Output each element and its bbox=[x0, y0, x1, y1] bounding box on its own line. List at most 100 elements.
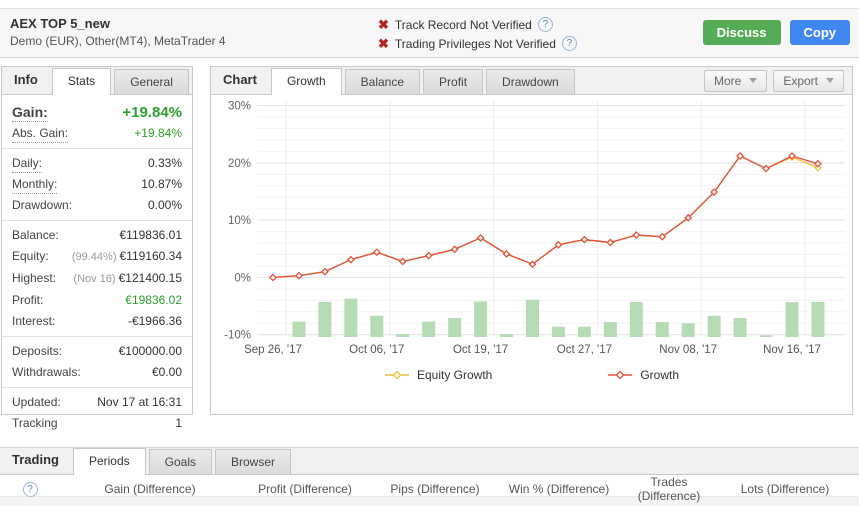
tab-growth[interactable]: Growth bbox=[270, 68, 342, 95]
verification-row: ✖ Trading Privileges Not Verified ? bbox=[378, 34, 577, 53]
data-point-marker bbox=[814, 159, 822, 168]
help-icon[interactable]: ? bbox=[561, 36, 577, 51]
stat-label: Highest: bbox=[12, 271, 57, 285]
x-axis-tick-label: Oct 27, '17 bbox=[557, 344, 612, 356]
info-group: Deposits: €100000.00 Withdrawals: €0.00 bbox=[2, 336, 192, 387]
data-point-marker bbox=[710, 188, 719, 196]
chart-panel: Chart Growth Balance Profit Drawdown More Ex… bbox=[210, 66, 853, 415]
tab-general[interactable]: General bbox=[114, 69, 189, 94]
help-icon[interactable]: ? bbox=[537, 17, 553, 32]
trading-tabs: Periods Goals Browser bbox=[72, 448, 294, 475]
data-point-marker bbox=[295, 271, 303, 280]
x-axis-tick-label: Nov 08, '17 bbox=[659, 344, 717, 356]
stat-value-prefix: (Nov 16) bbox=[73, 273, 116, 285]
series-line-growth bbox=[272, 155, 819, 279]
stat-label: Deposits: bbox=[12, 344, 63, 358]
data-point-marker bbox=[684, 213, 693, 222]
legend-label: Equity Growth bbox=[416, 368, 493, 382]
y-axis-tick-label: 10% bbox=[228, 215, 251, 227]
histogram-bar bbox=[577, 326, 591, 337]
tab-goals[interactable]: Goals bbox=[148, 449, 212, 474]
info-row: Drawdown: 0.00% bbox=[12, 195, 182, 216]
legend-item-growth[interactable]: Growth bbox=[607, 368, 679, 382]
data-point-marker bbox=[398, 257, 407, 266]
info-panel-header: Info Stats General bbox=[2, 67, 192, 95]
stat-value: Nov 17 at 16:31 bbox=[97, 395, 182, 409]
data-point-marker bbox=[502, 250, 511, 258]
info-group: Daily: 0.33% Monthly: 10.87% Drawdown: 0.00% bbox=[2, 148, 192, 220]
periods-table-header: ? Gain (Difference) Profit (Difference) Pip… bbox=[0, 475, 859, 503]
info-panel: Info Stats General Gain: +19.84% Abs. Gain:… bbox=[1, 66, 193, 430]
tab-browser[interactable]: Browser bbox=[215, 449, 292, 474]
tab-drawdown[interactable]: Drawdown bbox=[486, 69, 575, 94]
data-point-marker bbox=[788, 152, 796, 160]
copy-button[interactable]: Copy bbox=[789, 20, 850, 45]
growth-chart-canvas[interactable]: -10% 0% 10% 20% 30% Sep 26, '17 Oct 06, '17 Oct… bbox=[211, 95, 852, 363]
growth-chart[interactable]: -10% 0% 10% 20% 30% Sep 26, '17 Oct 06, '17 Oct… bbox=[211, 95, 852, 382]
export-button[interactable]: Export bbox=[773, 69, 844, 92]
account-title: AEX TOP 5_new bbox=[10, 16, 110, 31]
info-row: Highest: (Nov 16) €121400.15 bbox=[12, 268, 182, 290]
more-button-label: More bbox=[713, 73, 742, 88]
stat-value: €100000.00 bbox=[118, 344, 182, 358]
red-cross-icon: ✖ bbox=[378, 36, 389, 51]
stat-label: Daily: bbox=[12, 155, 43, 173]
tab-balance[interactable]: Balance bbox=[344, 69, 421, 94]
legend-marker-icon bbox=[608, 370, 633, 380]
histogram-bar bbox=[370, 315, 384, 337]
stat-value: 0.00% bbox=[147, 198, 182, 212]
info-row: Profit: €19836.02 bbox=[12, 290, 182, 311]
data-point-marker bbox=[424, 251, 433, 260]
verification-label: Track Record Not Verified bbox=[394, 17, 532, 32]
column-header: Profit (Difference) bbox=[258, 482, 352, 496]
stat-label: Balance: bbox=[12, 228, 59, 242]
info-stats-list: Gain: +19.84% Abs. Gain: +19.84% Daily: 0.33%… bbox=[2, 95, 192, 438]
histogram-bar bbox=[733, 318, 747, 337]
histogram-bar bbox=[500, 334, 514, 337]
info-tabs: Stats General bbox=[51, 68, 192, 95]
trading-section: Trading Periods Goals Browser ? Gain (Diffe… bbox=[0, 447, 859, 506]
histogram-bar bbox=[603, 322, 617, 337]
info-row: Daily: 0.33% bbox=[12, 153, 182, 174]
legend-item-equity-growth[interactable]: Equity Growth bbox=[384, 368, 492, 382]
data-point-marker bbox=[346, 255, 355, 264]
header-buttons: Discuss Copy bbox=[702, 20, 850, 45]
data-point-marker bbox=[554, 240, 563, 249]
histogram-bar bbox=[344, 298, 358, 337]
data-point-marker bbox=[450, 245, 459, 254]
data-point-marker bbox=[736, 152, 745, 160]
discuss-button[interactable]: Discuss bbox=[702, 20, 781, 45]
histogram-bar bbox=[759, 335, 773, 337]
stat-label: Tracking bbox=[12, 416, 58, 430]
data-point-marker bbox=[528, 260, 537, 269]
info-group: Gain: +19.84% Abs. Gain: +19.84% bbox=[2, 95, 192, 148]
data-point-marker bbox=[658, 232, 667, 241]
histogram-bar bbox=[707, 315, 721, 337]
tab-profit[interactable]: Profit bbox=[423, 69, 484, 94]
trading-section-header: Trading Periods Goals Browser bbox=[0, 447, 859, 475]
y-axis-tick-label: 0% bbox=[234, 272, 251, 284]
histogram-bar bbox=[681, 323, 695, 337]
stat-value: -€1966.36 bbox=[127, 314, 182, 328]
histogram-bar bbox=[629, 302, 643, 337]
tab-periods[interactable]: Periods bbox=[72, 448, 146, 475]
stat-label: Interest: bbox=[12, 314, 56, 328]
x-axis-tick-label: Sep 26, '17 bbox=[244, 344, 302, 356]
info-row: Monthly: 10.87% bbox=[12, 174, 182, 195]
y-axis-tick-label: 20% bbox=[228, 158, 251, 170]
info-row: Balance: €119836.01 bbox=[12, 225, 182, 246]
stat-value: 0.33% bbox=[147, 156, 182, 170]
export-button-label: Export bbox=[783, 73, 818, 88]
stat-value-prefix: (99.44%) bbox=[71, 251, 117, 263]
data-point-marker bbox=[762, 164, 770, 173]
help-icon[interactable]: ? bbox=[22, 481, 38, 497]
x-axis-tick-label: Nov 16, '17 bbox=[763, 344, 821, 356]
chart-panel-header: Chart Growth Balance Profit Drawdown More Ex… bbox=[211, 67, 852, 95]
histogram-bar bbox=[396, 334, 410, 337]
tab-stats[interactable]: Stats bbox=[51, 68, 112, 95]
data-point-marker bbox=[606, 238, 615, 247]
column-header: Win % (Difference) bbox=[508, 482, 610, 496]
stat-value: €0.00 bbox=[151, 365, 182, 379]
chart-legend: Equity Growth Growth bbox=[211, 368, 852, 382]
more-button[interactable]: More bbox=[703, 69, 768, 92]
